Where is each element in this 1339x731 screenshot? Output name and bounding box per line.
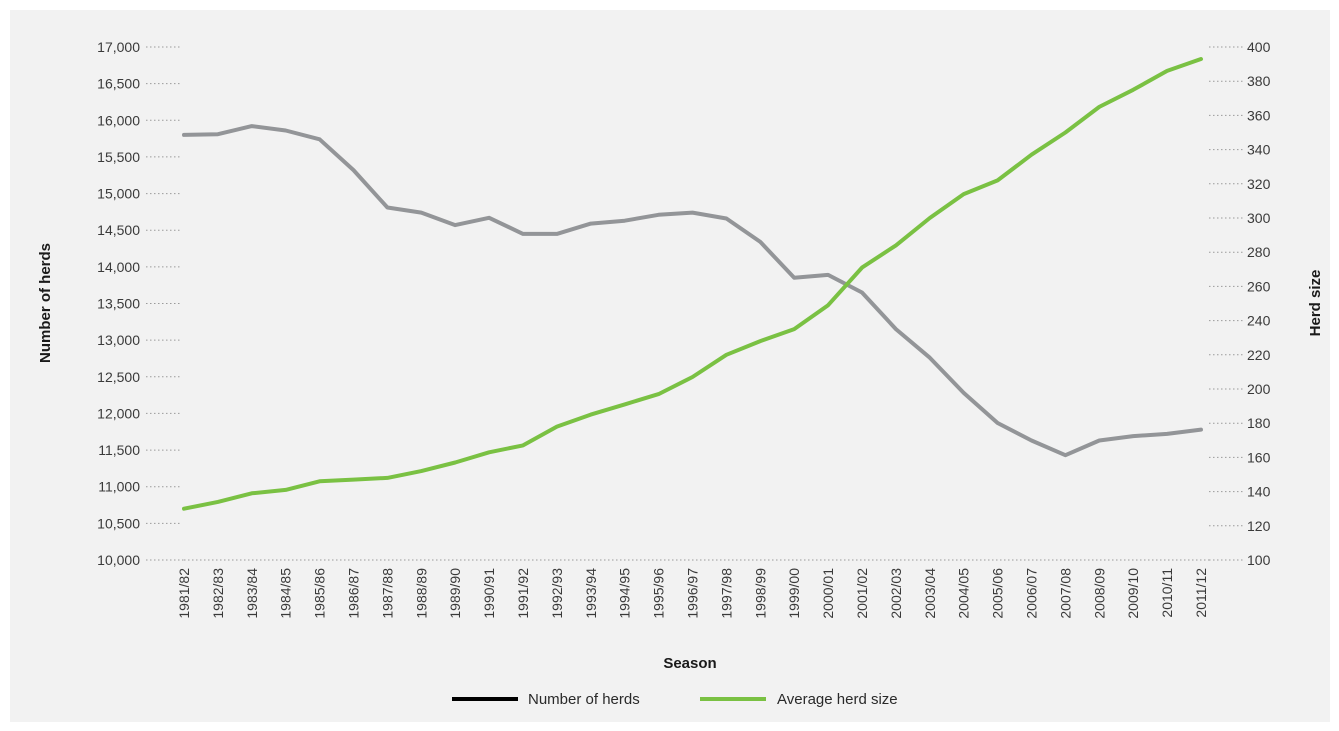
left-tick-label: 11,500 — [98, 442, 140, 458]
right-tick-label: 140 — [1247, 484, 1271, 500]
right-tick-label: 280 — [1247, 244, 1271, 260]
right-tick-label: 180 — [1247, 415, 1271, 431]
x-tick-label: 1990/91 — [481, 568, 497, 619]
series-line-number-of-herds — [182, 124, 1203, 458]
left-tick-label: 14,500 — [97, 222, 140, 238]
right-tick-label: 160 — [1247, 449, 1271, 465]
series-line-average-herd-size — [182, 57, 1203, 511]
right-tick-label: 360 — [1247, 107, 1271, 123]
x-tick-label: 2001/02 — [854, 568, 870, 619]
series-lines — [182, 57, 1203, 511]
left-tick-label: 13,500 — [97, 296, 140, 312]
left-axis-title: Number of herds — [37, 243, 54, 363]
left-tick-label: 10,000 — [97, 552, 140, 568]
left-tick-label: 13,000 — [97, 332, 140, 348]
left-tick-label: 15,000 — [97, 186, 140, 202]
x-tick-label: 2007/08 — [1057, 568, 1073, 619]
x-tick-label: 1993/94 — [583, 568, 599, 619]
chart-panel — [10, 10, 1330, 722]
right-tick-label: 380 — [1247, 73, 1271, 89]
x-tick-label: 1992/93 — [549, 568, 565, 619]
x-tick-label: 1994/95 — [617, 568, 633, 619]
right-tick-label: 340 — [1247, 142, 1271, 158]
x-tick-label: 1986/87 — [346, 568, 362, 619]
left-tick-label: 11,000 — [98, 479, 140, 495]
right-tick-label: 240 — [1247, 313, 1271, 329]
x-tick-label: 2010/11 — [1159, 568, 1175, 618]
right-tick-label: 220 — [1247, 347, 1271, 363]
left-tick-label: 16,500 — [97, 76, 140, 92]
x-tick-label: 2002/03 — [888, 568, 904, 619]
right-tick-label: 200 — [1247, 381, 1271, 397]
right-axis-title: Herd size — [1307, 270, 1324, 337]
left-tick-label: 17,000 — [97, 39, 140, 55]
left-tick-label: 10,500 — [97, 515, 140, 531]
x-tick-label: 2009/10 — [1125, 568, 1141, 619]
x-axis-title: Season — [663, 655, 716, 672]
x-tick-label: 2008/09 — [1091, 568, 1107, 619]
x-tick-label: 1991/92 — [515, 568, 531, 619]
x-tick-label: 2003/04 — [922, 568, 938, 619]
x-tick-label: 1988/89 — [413, 568, 429, 619]
x-tick-label: 1996/97 — [685, 568, 701, 619]
x-axis-ticks: 1981/82 1982/83 1983/84 1984/85 1985/86 1986/… — [176, 568, 1209, 619]
right-tick-label: 320 — [1247, 176, 1271, 192]
right-tick-label: 400 — [1247, 39, 1271, 55]
x-tick-label: 1984/85 — [278, 568, 294, 619]
x-tick-label: 1985/86 — [312, 568, 328, 619]
x-tick-label: 1983/84 — [244, 568, 260, 619]
x-tick-label: 2004/05 — [956, 568, 972, 619]
x-tick-label: 1998/99 — [752, 568, 768, 619]
legend-label-number-of-herds: Number of herds — [528, 691, 640, 708]
right-tick-label: 100 — [1247, 552, 1271, 568]
left-tick-label: 16,000 — [97, 112, 140, 128]
right-tick-label: 120 — [1247, 518, 1271, 534]
x-tick-label: 1982/83 — [210, 568, 226, 619]
left-tick-label: 15,500 — [97, 149, 140, 165]
legend-label-average-herd-size: Average herd size — [777, 691, 898, 708]
right-axis-ticks: 100 120 140 160 180 200 220 240 260 280 300 320 340 3… — [1209, 39, 1271, 568]
right-tick-label: 260 — [1247, 278, 1271, 294]
x-tick-label: 1989/90 — [447, 568, 463, 619]
x-tick-label: 2005/06 — [990, 568, 1006, 619]
x-tick-label: 1995/96 — [651, 568, 667, 619]
left-tick-label: 12,000 — [97, 405, 140, 421]
right-tick-label: 300 — [1247, 210, 1271, 226]
x-tick-label: 2011/12 — [1193, 568, 1209, 618]
x-tick-label: 2006/07 — [1024, 568, 1040, 619]
left-tick-label: 14,000 — [97, 259, 140, 275]
left-axis-ticks: 10,000 10,500 11,000 11,500 12,000 12,500 13,0… — [97, 39, 1209, 568]
left-tick-label: 12,500 — [97, 369, 140, 385]
legend: Number of herds Average herd size — [452, 691, 898, 708]
x-tick-label: 2000/01 — [820, 568, 836, 619]
x-tick-label: 1987/88 — [379, 568, 395, 619]
x-tick-label: 1997/98 — [718, 568, 734, 619]
x-tick-label: 1999/00 — [786, 568, 802, 619]
x-tick-label: 1981/82 — [176, 568, 192, 619]
